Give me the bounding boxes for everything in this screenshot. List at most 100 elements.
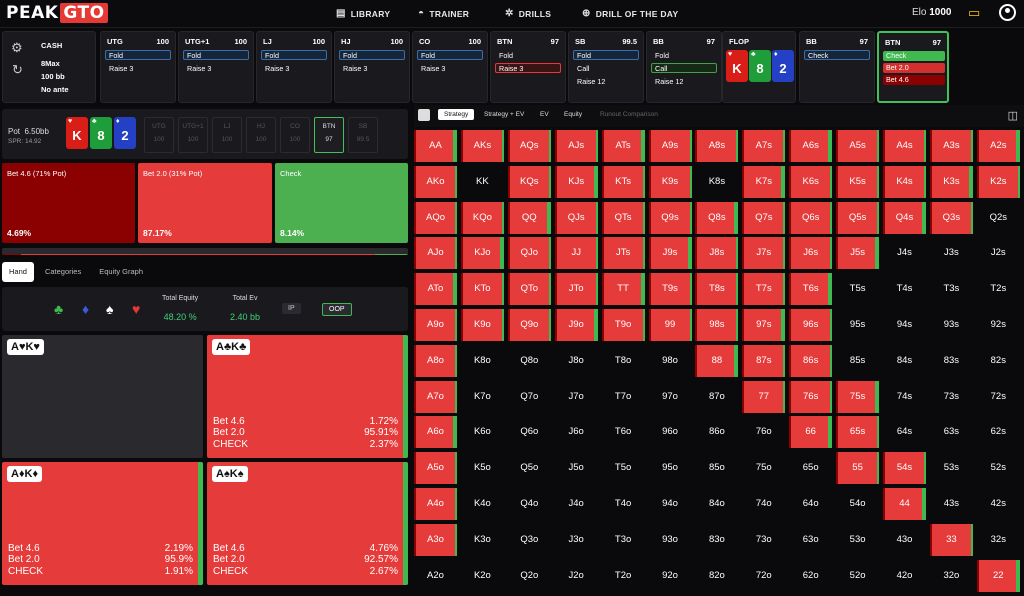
refresh-icon[interactable]: ↻ bbox=[12, 62, 23, 77]
hand-cell[interactable]: A2s bbox=[976, 130, 1020, 162]
nav-drill-of-the-day[interactable]: ⊕ DRILL OF THE DAY bbox=[582, 8, 678, 19]
action-raise-3[interactable]: Raise 3 bbox=[109, 64, 134, 73]
hand-cell[interactable]: Q2o bbox=[520, 569, 539, 581]
hand-cell[interactable]: J8s bbox=[695, 237, 739, 270]
action-call[interactable]: Call bbox=[577, 64, 590, 73]
mini-position[interactable]: CO 100 bbox=[280, 117, 310, 153]
hand-cell[interactable]: Q5o bbox=[520, 462, 539, 474]
hand-cell[interactable]: JJ bbox=[554, 237, 598, 270]
action-fold[interactable]: Fold bbox=[105, 50, 171, 60]
hand-cell[interactable]: ATs bbox=[601, 130, 645, 162]
hand-cell[interactable]: K3o bbox=[473, 533, 491, 545]
tab-equity-graph[interactable]: Equity Graph bbox=[99, 267, 143, 276]
hand-cell[interactable]: A2o bbox=[427, 569, 444, 581]
hand-cell[interactable]: Q7o bbox=[520, 390, 539, 402]
nav-library[interactable]: ▤ LIBRARY bbox=[336, 8, 390, 19]
hand-cell[interactable]: 95o bbox=[662, 462, 678, 474]
position-bb-node[interactable]: BB 97 Check bbox=[799, 31, 875, 103]
action-fold[interactable]: Fold bbox=[339, 50, 405, 60]
hand-cell[interactable]: 85o bbox=[708, 462, 725, 474]
hand-cell[interactable]: T3s bbox=[943, 283, 960, 295]
hand-cell[interactable]: 82o bbox=[708, 569, 725, 581]
hand-cell[interactable]: AQs bbox=[507, 130, 551, 162]
hand-cell[interactable]: KTs bbox=[601, 165, 645, 198]
position-btn[interactable]: BTN 97 Fold Raise 3 bbox=[490, 31, 566, 103]
position-sb[interactable]: SB 99.5 Fold Call Raise 12 bbox=[568, 31, 644, 103]
hand-cell[interactable]: T3o bbox=[614, 533, 632, 545]
chat-icon[interactable]: ▭ bbox=[968, 5, 981, 20]
hand-cell[interactable]: K8s bbox=[708, 175, 726, 187]
hand-cell[interactable]: 87s bbox=[742, 344, 786, 377]
hand-cell[interactable]: 43o bbox=[896, 533, 913, 545]
hand-cell[interactable]: A3s bbox=[929, 130, 973, 162]
hand-cell[interactable]: 42o bbox=[896, 569, 913, 581]
hand-cell[interactable]: T2o bbox=[614, 569, 632, 581]
hand-cell[interactable]: J5o bbox=[568, 462, 584, 474]
hand-cell[interactable]: K4s bbox=[883, 165, 926, 198]
hand-cell[interactable]: A8s bbox=[695, 130, 739, 162]
action-bet-4-6[interactable]: Bet 4.6 bbox=[883, 75, 945, 85]
strategy-bet-0[interactable]: Bet 4.6 (71% Pot) 4.69% bbox=[2, 163, 135, 243]
nav-trainer[interactable]: ◓ TRAINER bbox=[418, 8, 469, 19]
hand-cell[interactable]: 74o bbox=[755, 498, 772, 509]
hand-cell[interactable]: 63s bbox=[943, 426, 960, 438]
hand-cell[interactable]: J6s bbox=[789, 237, 833, 270]
hand-cell[interactable]: 74s bbox=[896, 390, 913, 402]
hand-cell[interactable]: JTo bbox=[554, 273, 598, 306]
hand-cell[interactable]: K7s bbox=[742, 165, 786, 198]
mini-position[interactable]: LJ 100 bbox=[212, 117, 242, 153]
hand-cell[interactable]: 62s bbox=[990, 426, 1006, 438]
hand-cell[interactable]: Q7s bbox=[742, 201, 786, 234]
hand-cell[interactable]: KQs bbox=[507, 165, 551, 198]
hand-cell[interactable]: 52o bbox=[849, 569, 866, 581]
tab-strategy-ev[interactable]: Strategy + EV bbox=[484, 111, 525, 118]
position-utg-plus-1[interactable]: UTG+1 100 Fold Raise 3 bbox=[178, 31, 254, 103]
hand-cell[interactable]: TT bbox=[601, 273, 645, 306]
hand-cell[interactable]: QJs bbox=[554, 201, 598, 234]
action-fold[interactable]: Fold bbox=[261, 50, 327, 60]
hand-cell[interactable]: 82s bbox=[990, 354, 1006, 366]
hand-cell[interactable]: T9s bbox=[648, 273, 692, 306]
hand-cell[interactable]: 52s bbox=[990, 462, 1006, 474]
hand-cell[interactable]: AJs bbox=[554, 130, 598, 162]
hand-cell[interactable]: KJo bbox=[460, 237, 504, 270]
hand-cell[interactable]: Q5s bbox=[836, 201, 880, 234]
hand-cell[interactable]: T4s bbox=[896, 283, 913, 295]
hand-cell[interactable]: T8o bbox=[614, 354, 632, 366]
action-raise-3[interactable]: Raise 3 bbox=[187, 64, 212, 73]
hand-cell[interactable]: KQo bbox=[460, 201, 504, 234]
hand-cell[interactable]: 73s bbox=[943, 390, 960, 402]
hand-cell[interactable]: 66 bbox=[789, 416, 833, 449]
hand-cell[interactable]: A4s bbox=[883, 130, 926, 162]
hand-cell[interactable]: 93o bbox=[662, 533, 678, 545]
hand-cell[interactable]: 32o bbox=[943, 569, 960, 581]
action-raise-12[interactable]: Raise 12 bbox=[577, 77, 606, 86]
heart-icon[interactable]: ♥ bbox=[132, 301, 141, 317]
hand-cell[interactable]: K3s bbox=[929, 165, 973, 198]
combo-cell[interactable]: A♥K♥ bbox=[2, 335, 203, 458]
hand-cell[interactable]: 99 bbox=[648, 309, 692, 341]
tab-strategy[interactable]: Strategy bbox=[438, 109, 475, 120]
club-icon[interactable]: ♣ bbox=[54, 301, 64, 317]
hand-cell[interactable]: K2s bbox=[976, 165, 1020, 198]
hand-cell[interactable]: J2s bbox=[990, 247, 1006, 259]
hand-cell[interactable]: AA bbox=[414, 130, 457, 162]
hand-cell[interactable]: K9o bbox=[460, 309, 504, 341]
mini-position[interactable]: UTG+1 100 bbox=[178, 117, 208, 153]
hand-cell[interactable]: 98s bbox=[695, 309, 739, 341]
hand-cell[interactable]: T8s bbox=[695, 273, 739, 306]
hand-cell[interactable]: 42s bbox=[990, 498, 1006, 509]
hand-cell[interactable]: QTo bbox=[507, 273, 551, 306]
action-raise-3[interactable]: Raise 3 bbox=[265, 64, 290, 73]
hand-cell[interactable]: T7o bbox=[614, 390, 632, 402]
tab-ev[interactable]: EV bbox=[540, 111, 549, 118]
hand-cell[interactable]: 53s bbox=[943, 462, 960, 474]
hand-cell[interactable]: JTs bbox=[601, 237, 645, 270]
hand-cell[interactable]: Q8s bbox=[695, 201, 739, 234]
hand-cell[interactable]: J8o bbox=[568, 354, 584, 366]
hand-cell[interactable]: AKo bbox=[414, 165, 457, 198]
hand-cell[interactable]: K8o bbox=[473, 354, 491, 366]
hand-cell[interactable]: 63o bbox=[802, 533, 819, 545]
hand-cell[interactable]: 54s bbox=[883, 452, 926, 485]
nav-drills[interactable]: ✲ DRILLS bbox=[505, 8, 551, 19]
